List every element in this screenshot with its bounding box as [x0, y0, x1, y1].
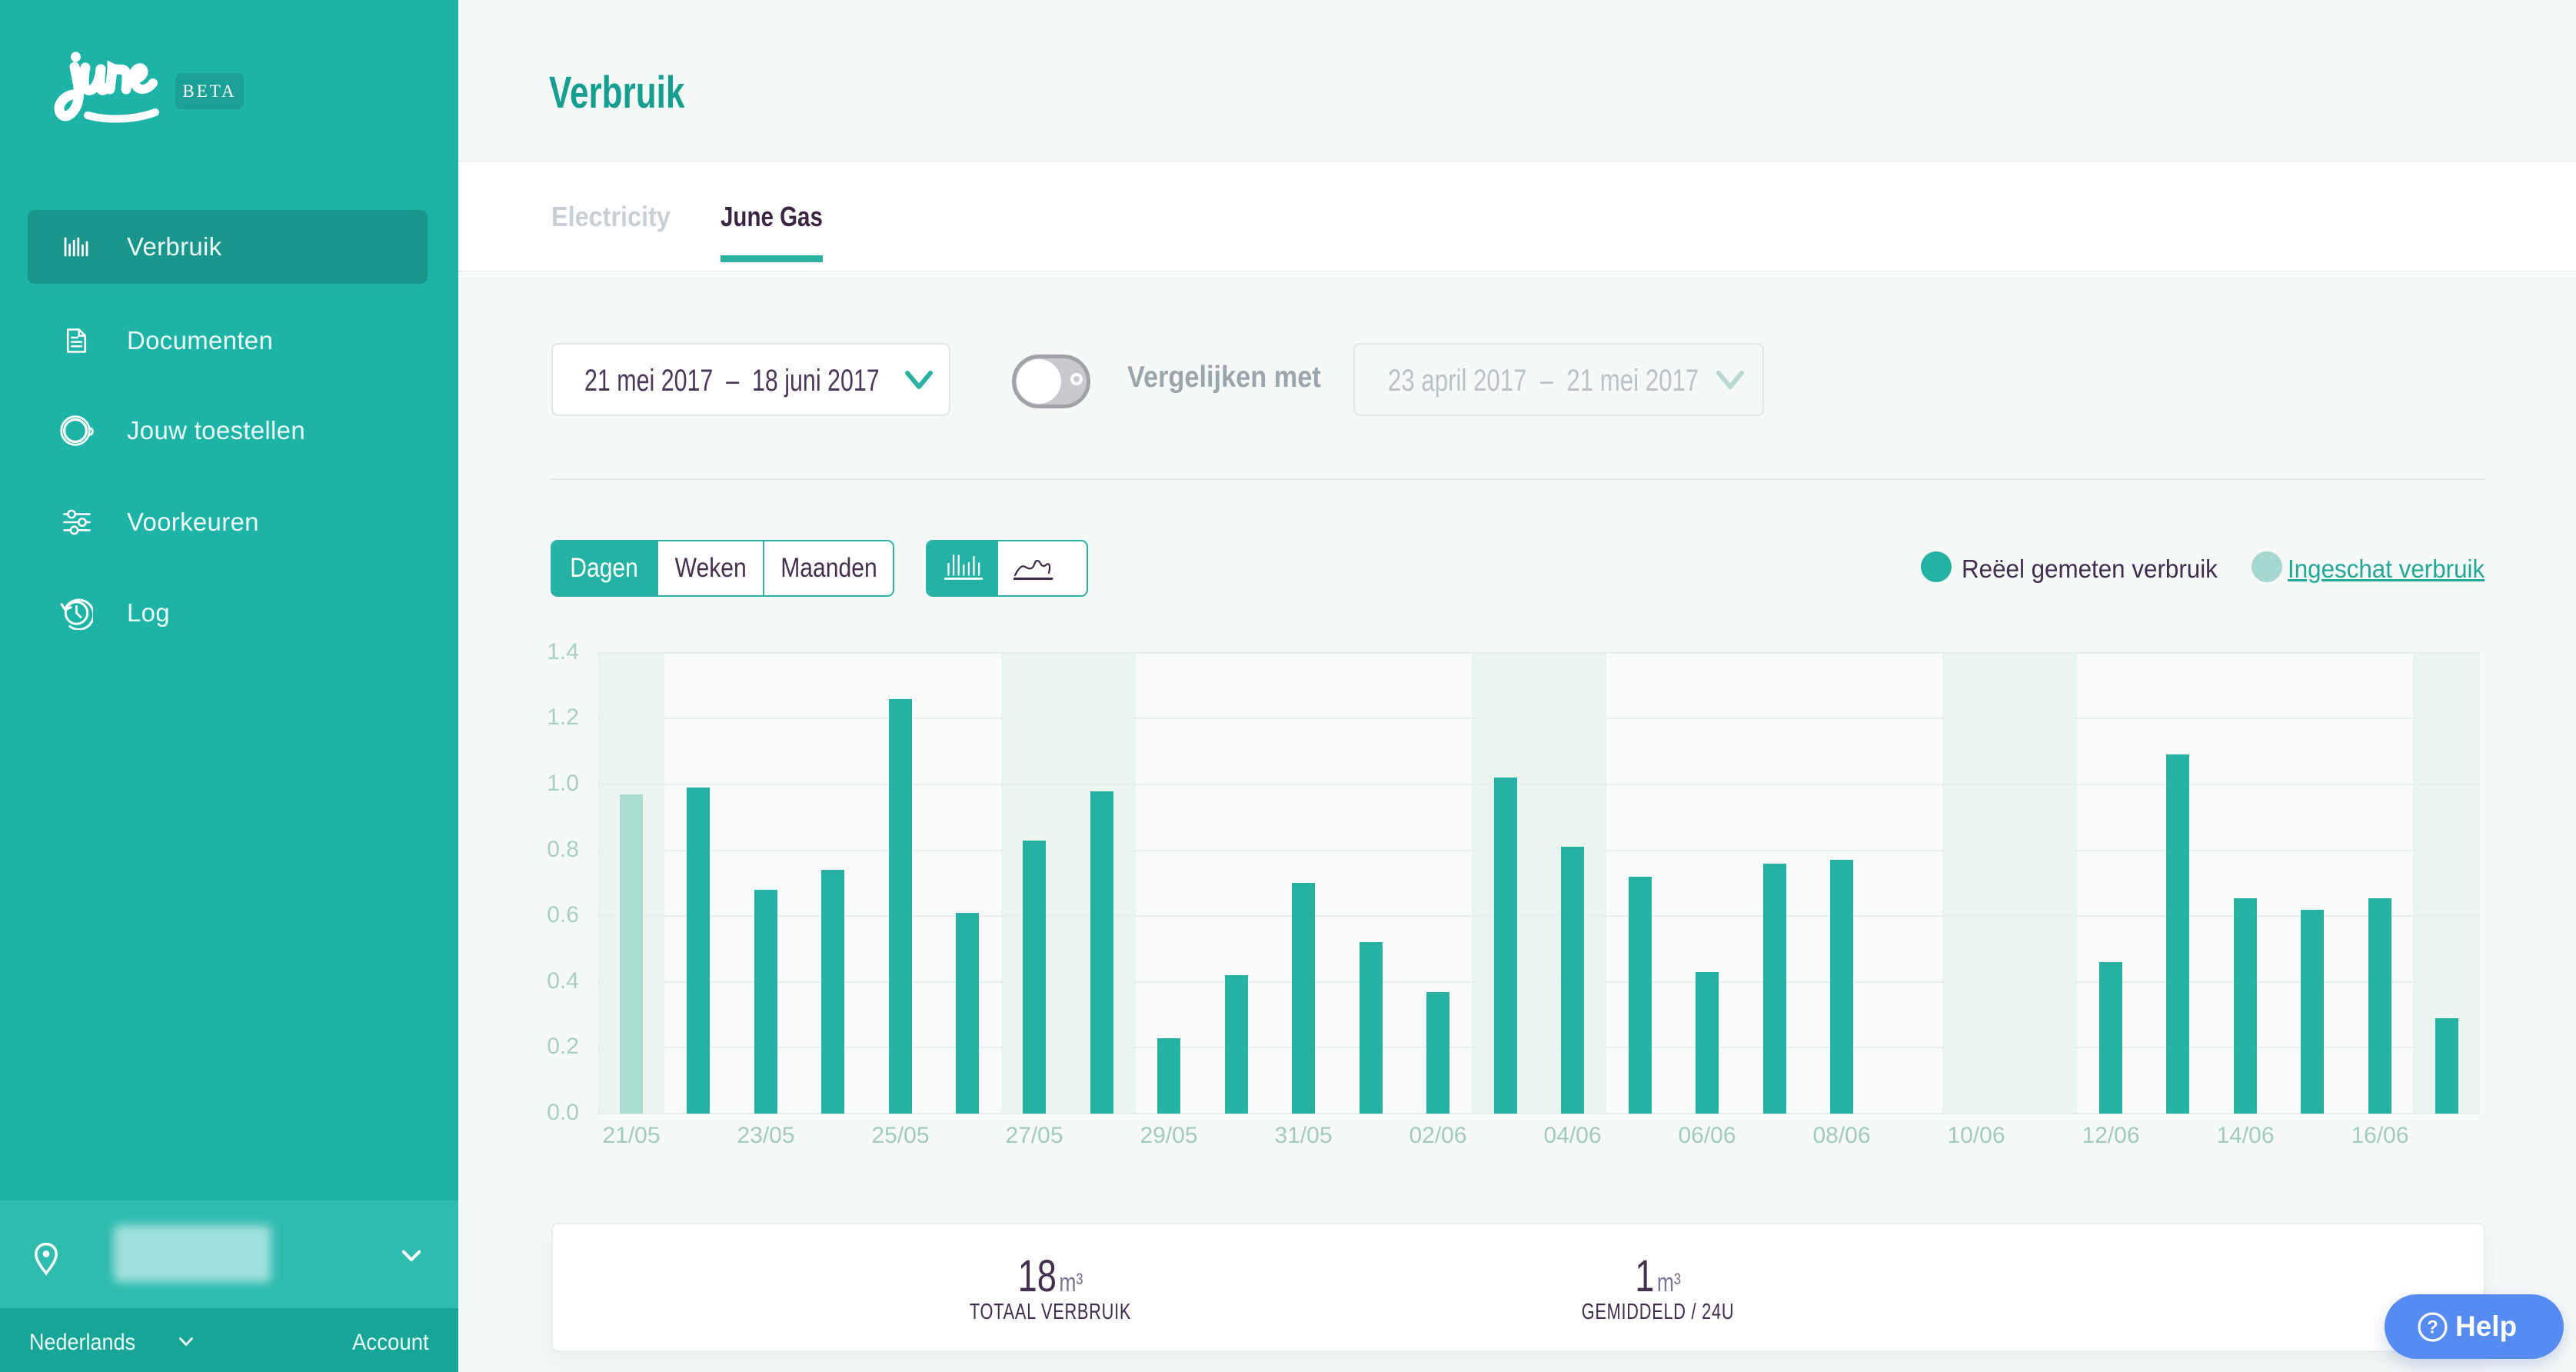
svg-text:?: ? [2427, 1317, 2438, 1338]
